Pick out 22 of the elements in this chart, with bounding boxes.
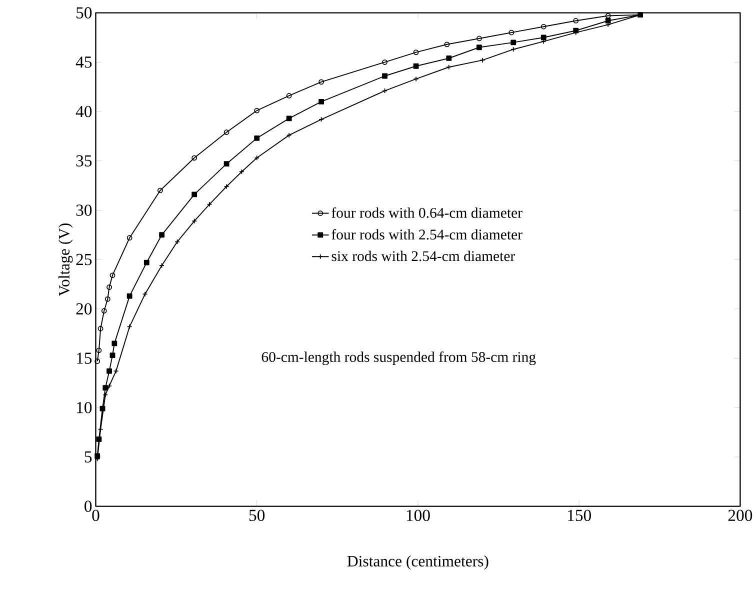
legend-label: four rods with 2.54-cm diameter: [332, 228, 522, 240]
legend-label: four rods with 0.64-cm diameter: [332, 207, 522, 218]
y-tick-label: 50: [76, 7, 92, 18]
y-tick-label: 30: [76, 204, 92, 216]
y-tick-label: 5: [84, 451, 92, 462]
x-tick-label: 200: [728, 510, 752, 521]
y-tick-label: 45: [76, 56, 92, 68]
x-tick-label: 150: [568, 510, 591, 521]
y-tick-label: 10: [77, 402, 92, 414]
annotation: 60-cm-length rods suspended from 58-cm ring: [262, 351, 536, 365]
y-tick-label: 40: [76, 106, 92, 118]
x-tick-label: 100: [406, 510, 430, 521]
x-tick-label: 0: [92, 510, 100, 521]
y-axis-title: Voltage (V): [58, 223, 73, 296]
legend-label: six rods with 2.54-cm diameter: [332, 250, 516, 262]
x-axis-title: Distance (centimeters): [347, 555, 488, 570]
y-tick-label: 35: [76, 155, 92, 166]
y-tick-label: 20: [76, 303, 92, 314]
y-tick-label: 25: [76, 254, 92, 266]
x-tick-label: 50: [249, 510, 265, 521]
y-tick-label: 0: [84, 500, 92, 512]
y-tick-label: 15: [77, 352, 92, 364]
